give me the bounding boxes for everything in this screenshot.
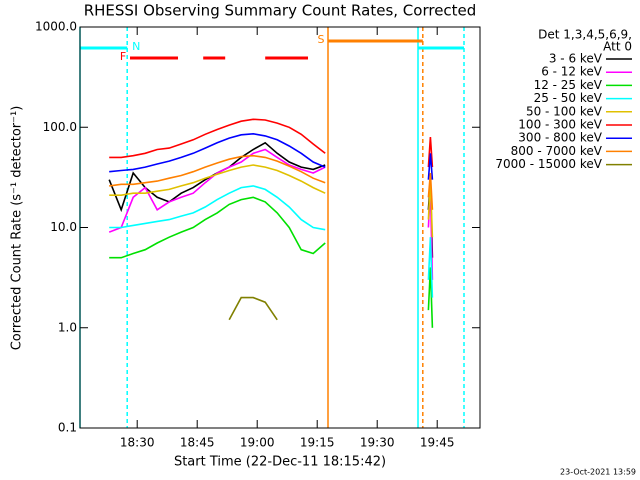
y-tick-label: 0.1	[58, 421, 77, 435]
series-line	[109, 118, 434, 168]
legend-label: 100 - 300 keV	[518, 118, 602, 132]
y-tick-label: 1.0	[58, 320, 77, 334]
legend-label: 50 - 100 keV	[526, 104, 603, 118]
flag-label: N	[132, 40, 140, 53]
series-line	[109, 196, 434, 328]
y-tick-label: 1000.0	[35, 20, 77, 34]
y-axis-label: Corrected Count Rate (s⁻¹ detector⁻¹)	[10, 106, 25, 351]
y-tick-label: 100.0	[43, 120, 77, 134]
x-tick-label: 18:30	[120, 436, 155, 450]
legend-label: 7000 - 15000 keV	[495, 157, 602, 171]
legend-label: 800 - 7000 keV	[511, 144, 603, 158]
legend-label: 25 - 50 keV	[534, 91, 603, 105]
legend-label: 12 - 25 keV	[534, 78, 603, 92]
x-axis-label: Start Time (22-Dec-11 18:15:42)	[174, 455, 386, 470]
legend-label: 3 - 6 keV	[549, 52, 603, 66]
chart-title: RHESSI Observing Summary Count Rates, Co…	[84, 2, 477, 20]
legend-label: 300 - 800 keV	[518, 131, 602, 145]
x-tick-label: 18:45	[180, 436, 215, 450]
series-line	[109, 132, 434, 180]
y-tick-label: 10.0	[50, 220, 77, 234]
x-tick-label: 19:00	[240, 436, 275, 450]
legend-label: 6 - 12 keV	[541, 65, 603, 79]
x-tick-label: 19:45	[420, 436, 455, 450]
legend-header: Att 0	[603, 40, 632, 54]
series-line	[109, 185, 434, 298]
flag-label: F	[120, 50, 126, 63]
flag-label: S	[318, 33, 325, 46]
legend-header: Det 1,3,4,5,6,9,	[538, 28, 632, 42]
timestamp: 23-Oct-2021 13:59	[560, 468, 636, 477]
series-line	[109, 154, 434, 210]
x-tick-label: 19:30	[360, 436, 395, 450]
x-tick-label: 19:15	[300, 436, 335, 450]
